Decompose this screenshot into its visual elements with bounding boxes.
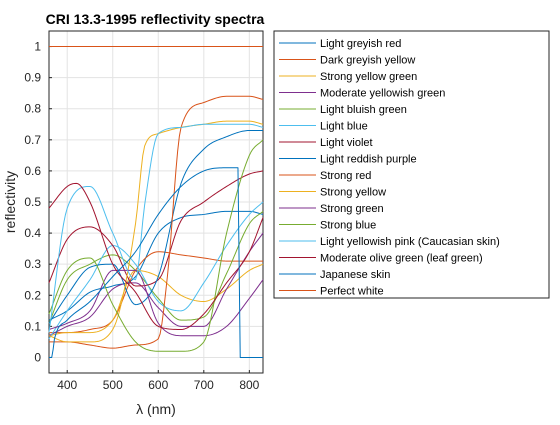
y-tick-label: 0.8 [24, 102, 41, 116]
legend-entry: Light violet [279, 137, 373, 149]
legend-entry: Light blue [279, 121, 368, 133]
legend-entry: Light reddish purple [279, 154, 417, 166]
legend-label: Light bluish green [320, 104, 407, 116]
legend-label: Perfect white [320, 286, 384, 298]
y-tick-label: 1 [34, 40, 41, 54]
legend-label: Strong green [320, 203, 384, 215]
legend-entry: Strong yellow [279, 187, 386, 199]
legend-entry: Light yellowish pink (Caucasian skin) [279, 236, 500, 248]
legend-label: Strong yellow green [320, 71, 417, 83]
series-line-6 [48, 201, 264, 340]
x-tick-label: 600 [148, 378, 168, 392]
series-line-12 [48, 139, 264, 352]
legend-entry: Strong green [279, 203, 384, 215]
legend-label: Strong yellow [320, 187, 386, 199]
y-tick-label: 0.3 [24, 257, 41, 271]
series-lines [48, 46, 264, 358]
legend-label: Light blue [320, 121, 368, 133]
legend: Light greyish red Dark greyish yellow Stro… [273, 30, 550, 299]
y-tick-label: 0.4 [24, 226, 41, 240]
legend-entry: Strong yellow green [279, 71, 417, 83]
legend-label: Light greyish red [320, 38, 401, 50]
x-axis-label: λ (nm) [136, 401, 176, 417]
legend-entry: Japanese skin [279, 269, 390, 281]
y-tick-label: 0 [34, 350, 41, 364]
legend-entry: Light greyish red [279, 38, 401, 50]
legend-label: Strong red [320, 170, 371, 182]
series-line-15 [49, 167, 263, 358]
legend-box [273, 30, 550, 299]
legend-label: Moderate yellowish green [320, 88, 445, 100]
legend-label: Light reddish purple [320, 154, 417, 166]
series-line-9 [49, 95, 264, 349]
legend-label: Strong blue [320, 220, 376, 232]
series-line-4 [48, 232, 264, 337]
series-line-3 [48, 263, 264, 337]
series-line-2 [49, 251, 263, 334]
series-line-1 [48, 210, 264, 321]
y-tick-label: 0.7 [24, 133, 41, 147]
legend-label: Light yellowish pink (Caucasian skin) [320, 236, 500, 248]
legend-entry: Moderate olive green (leaf green) [279, 253, 483, 265]
y-tick-label: 0.2 [24, 288, 41, 302]
legend-entry: Dark greyish yellow [279, 55, 415, 67]
series-line-11 [48, 269, 264, 337]
x-tick-label: 700 [194, 378, 214, 392]
y-tick-label: 0.1 [24, 319, 41, 333]
series-line-14 [48, 182, 264, 330]
legend-entries: Light greyish red Dark greyish yellow Stro… [279, 38, 500, 298]
y-tick-label: 0.5 [24, 195, 41, 209]
x-tick-label: 400 [57, 378, 77, 392]
legend-label: Light violet [320, 137, 373, 149]
legend-entry: Moderate yellowish green [279, 88, 445, 100]
y-tick-label: 0.9 [24, 71, 41, 85]
legend-entry: Light bluish green [279, 104, 407, 116]
legend-entry: Perfect white [279, 286, 384, 298]
series-line-8 [48, 129, 263, 324]
series-line-5 [48, 210, 264, 324]
chart-title: CRI 13.3-1995 reflectivity spectra [46, 11, 265, 27]
legend-entry: Strong red [279, 170, 371, 182]
series-line-10 [48, 120, 264, 343]
legend-label: Japanese skin [320, 269, 390, 281]
y-axis-label: reflectivity [2, 171, 18, 233]
series-line-13 [48, 123, 264, 333]
legend-label: Dark greyish yellow [320, 55, 415, 67]
x-tick-label: 800 [239, 378, 259, 392]
legend-label: Moderate olive green (leaf green) [320, 253, 483, 265]
legend-entry: Strong blue [279, 220, 376, 232]
y-tick-label: 0.6 [24, 164, 41, 178]
axis-ticks: 400 500 600 700 800 0 0.1 0.2 0.3 0.4 0.5 0.6 0.7 0.8… [24, 40, 259, 392]
x-tick-label: 500 [103, 378, 123, 392]
